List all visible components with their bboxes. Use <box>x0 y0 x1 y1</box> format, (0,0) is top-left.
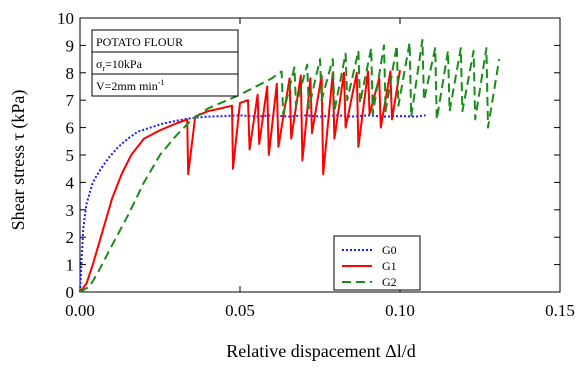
annotation-line2: σr=10kPa <box>96 57 143 73</box>
series-layer <box>79 38 501 293</box>
x-tick-label: 0.10 <box>385 301 415 320</box>
annotation-frame <box>91 29 239 97</box>
y-tick-label: 2 <box>66 228 75 247</box>
ticks <box>79 17 561 293</box>
x-tick-label: 0.15 <box>545 301 575 320</box>
x-tick-label: 0.05 <box>225 301 255 320</box>
y-tick-label: 9 <box>66 36 75 55</box>
y-tick-label: 0 <box>66 283 75 302</box>
tick-labels: 0.00 0.05 0.10 0.15 0 1 2 3 4 5 6 7 8 9 10 <box>57 9 575 320</box>
y-tick-label: 4 <box>66 173 75 192</box>
annotation-sigma: σ <box>96 57 103 71</box>
y-tick-label: 5 <box>66 146 75 165</box>
annotation-velocity-sup: -1 <box>158 78 165 87</box>
annotation-sigma-sub: r <box>102 64 105 73</box>
annotation-stress: =10kPa <box>105 57 142 71</box>
x-axis-label: Relative dispacement Δl/d <box>226 341 416 361</box>
y-tick-label: 3 <box>66 201 75 220</box>
y-tick-label: 8 <box>66 64 75 83</box>
y-tick-label: 10 <box>57 9 74 28</box>
annotation-line1: POTATO FLOUR <box>96 35 183 49</box>
series-g1-line <box>79 69 401 293</box>
y-tick-label: 1 <box>66 256 75 275</box>
annotation-box: POTATO FLOUR σr=10kPa V=2mm min-1 <box>91 29 239 97</box>
legend: G0 G1 G2 <box>333 235 421 291</box>
y-tick-label: 6 <box>66 119 75 138</box>
y-axis-label: Shear stress τ (kPa) <box>8 90 29 231</box>
legend-label-g2: G2 <box>382 275 397 289</box>
annotation-line3: V=2mm min-1 <box>96 78 164 93</box>
legend-label-g0: G0 <box>382 243 397 257</box>
legend-label-g1: G1 <box>382 259 397 273</box>
x-tick-label: 0.00 <box>65 301 95 320</box>
annotation-velocity: V=2mm min <box>96 79 158 93</box>
series-g2-line <box>79 38 501 293</box>
y-tick-label: 7 <box>66 91 75 110</box>
legend-items: G0 G1 G2 <box>342 243 397 289</box>
